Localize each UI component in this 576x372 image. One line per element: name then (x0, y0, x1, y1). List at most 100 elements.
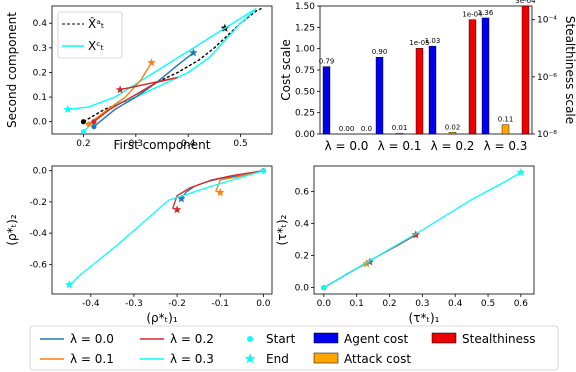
tau-ytick-label-0: 0.0 (295, 284, 310, 294)
panel-trajectory-frame (51, 5, 273, 135)
tau-ytick-label-1: 0.2 (295, 252, 309, 262)
panel-trajectory-legend: X̂ᵃₜ Xᶜₜ (57, 11, 123, 59)
traj-ytick-label-0: 0.0 (33, 118, 48, 128)
tau-end-marker-0 (365, 257, 375, 266)
bars-category-label-3: λ = 0.3 (484, 139, 528, 153)
bar-label-1-1: 0.01 (392, 124, 408, 132)
tau-xtick-label-6: 0.6 (514, 299, 529, 309)
legend-label-lambda0: λ = 0.0 (70, 332, 114, 346)
bar-0-2 (428, 45, 437, 135)
traj-end-marker-2 (189, 48, 198, 57)
traj-xtick-label-1: 0.3 (129, 139, 143, 149)
rho-xtick-label-2: -0.2 (168, 299, 186, 309)
rho-end-marker-1 (216, 188, 225, 197)
bar-label-2-2: 1e-04 (462, 11, 483, 19)
bars-category-label-2: λ = 0.2 (431, 139, 475, 153)
rho-series-2 (171, 170, 264, 211)
legend-end-marker (244, 353, 256, 364)
legend-label-attack: Attack cost (344, 352, 411, 366)
tau-xtick-label-4: 0.4 (448, 299, 463, 309)
bars-ytick-label-2: 0.50 (295, 87, 315, 97)
bar-label-1-3: 0.11 (498, 116, 514, 124)
legend-label-lambda2: λ = 0.2 (170, 332, 214, 346)
rho-end-marker-2 (172, 205, 182, 214)
rho-xtick-label-1: -0.3 (125, 299, 143, 309)
bar-label-2-1: 1e-05 (409, 39, 429, 47)
bars-y2tick-label-2: 10⁻⁴ (537, 16, 557, 26)
bar-label-1-2: 0.02 (445, 123, 461, 131)
bars-category-label-1: λ = 0.1 (378, 139, 422, 153)
bar-label-0-1: 0.90 (372, 48, 388, 56)
panel-tau-xlabel: (τ*ₜ)₁ (409, 311, 440, 325)
legend-agent-swatch (313, 332, 339, 344)
traj-end-marker-1 (63, 104, 72, 113)
traj-ytick-label-4: 0.4 (33, 19, 48, 29)
legend-label-cyan: Xᶜₜ (88, 39, 104, 53)
tau-series-3 (323, 171, 522, 289)
tau-end-marker-3 (516, 167, 526, 176)
panel-bars-ylabel: Cost scale (279, 39, 293, 100)
panel-bars: 0.00 0.25 0.50 0.75 1.00 1.25 1.50 10⁻⁸ 10⁻⁶ 10⁻⁴… (279, 0, 576, 153)
bars-ytick-label-5: 1.25 (295, 23, 315, 33)
legend-label-end: End (266, 352, 289, 366)
legend-label-agent: Agent cost (344, 332, 409, 346)
panel-tau-frame (313, 165, 535, 295)
bar-2-2 (468, 19, 477, 135)
rho-xtick-label-3: -0.1 (211, 299, 229, 309)
bar-label-1-0: 0.00 (339, 125, 355, 133)
tau-xtick-label-1: 0.1 (350, 299, 364, 309)
legend-label-stealth: Stealthiness (462, 332, 536, 346)
legend-attack-swatch (313, 352, 339, 364)
bars-ytick-label-4: 1.00 (295, 45, 315, 55)
bars-ytick-label-0: 0.00 (295, 130, 315, 140)
traj-ytick-label-1: 0.1 (33, 93, 47, 103)
bar-label-0-0: 0.79 (319, 58, 335, 66)
bar-0-1 (375, 57, 384, 135)
panel-rho: -0.4 -0.3 -0.2 -0.1 0.0 0.0 -0.2 -0.4 -0.6 (ρ*ₜ)… (5, 165, 273, 325)
rho-ytick-label-1: -0.2 (29, 198, 47, 208)
bar-label-2-3: 3e-04 (515, 0, 536, 5)
traj-start-marker-3 (86, 121, 92, 127)
rho-ytick-label-3: -0.6 (29, 260, 47, 270)
panel-trajectory-ylabel: Second component (5, 12, 19, 128)
traj-series-4 (93, 76, 178, 123)
panel-rho-frame (51, 165, 273, 295)
rho-xtick-label-0: -0.4 (82, 299, 100, 309)
bar-label-2-0: 0.0 (361, 125, 372, 133)
panel-bars-y2label: Stealthiness scale (563, 16, 576, 124)
legend-start-marker (247, 336, 253, 342)
bars-category-label-0: λ = 0.0 (325, 139, 369, 153)
traj-ytick-label-3: 0.3 (33, 44, 47, 54)
rho-ytick-label-0: 0.0 (33, 167, 48, 177)
tau-xtick-label-3: 0.3 (415, 299, 429, 309)
traj-series-3 (88, 62, 153, 125)
traj-xtick-label-0: 0.2 (76, 139, 90, 149)
rho-end-marker-0 (177, 194, 186, 203)
panel-tau: 0.0 0.1 0.2 0.3 0.4 0.5 0.6 0.0 0.2 0.4 0.6 (τ*ₜ)₁… (275, 165, 535, 325)
bar-0-0 (322, 66, 331, 135)
tau-xtick-label-2: 0.2 (382, 299, 396, 309)
rho-xtick-label-4: 0.0 (256, 299, 271, 309)
rho-ytick-label-2: -0.4 (29, 229, 47, 239)
rho-start-marker-3 (260, 168, 266, 174)
rho-series-3 (68, 170, 264, 286)
tau-xtick-label-0: 0.0 (317, 299, 332, 309)
bar-1-3 (501, 124, 510, 135)
panel-trajectory: 0.2 0.3 0.4 0.5 0.0 0.1 0.2 0.3 0.4 First compon… (5, 5, 273, 152)
traj-start-marker-4 (91, 119, 97, 125)
bar-label-0-2: 1.03 (425, 37, 441, 45)
panel-rho-ylabel: (ρ*ₜ)₂ (5, 214, 19, 246)
bar-2-1 (415, 48, 424, 135)
legend-label-dashed: X̂ᵃₜ (88, 17, 104, 31)
tau-xtick-label-5: 0.5 (481, 299, 495, 309)
panel-rho-xlabel: (ρ*ₜ)₁ (146, 311, 178, 325)
bars-ytick-label-3: 0.75 (295, 66, 315, 76)
traj-start-marker-0 (80, 119, 87, 125)
traj-xtick-label-2: 0.4 (181, 139, 196, 149)
legend-stealth-swatch (431, 332, 457, 344)
bars-ytick-label-1: 0.25 (295, 109, 315, 119)
panel-tau-ylabel: (τ*ₜ)₂ (275, 214, 289, 245)
rho-end-marker-3 (65, 280, 74, 289)
bottom-legend: λ = 0.0 λ = 0.1 λ = 0.2 λ = 0.3 Start En… (29, 325, 559, 371)
